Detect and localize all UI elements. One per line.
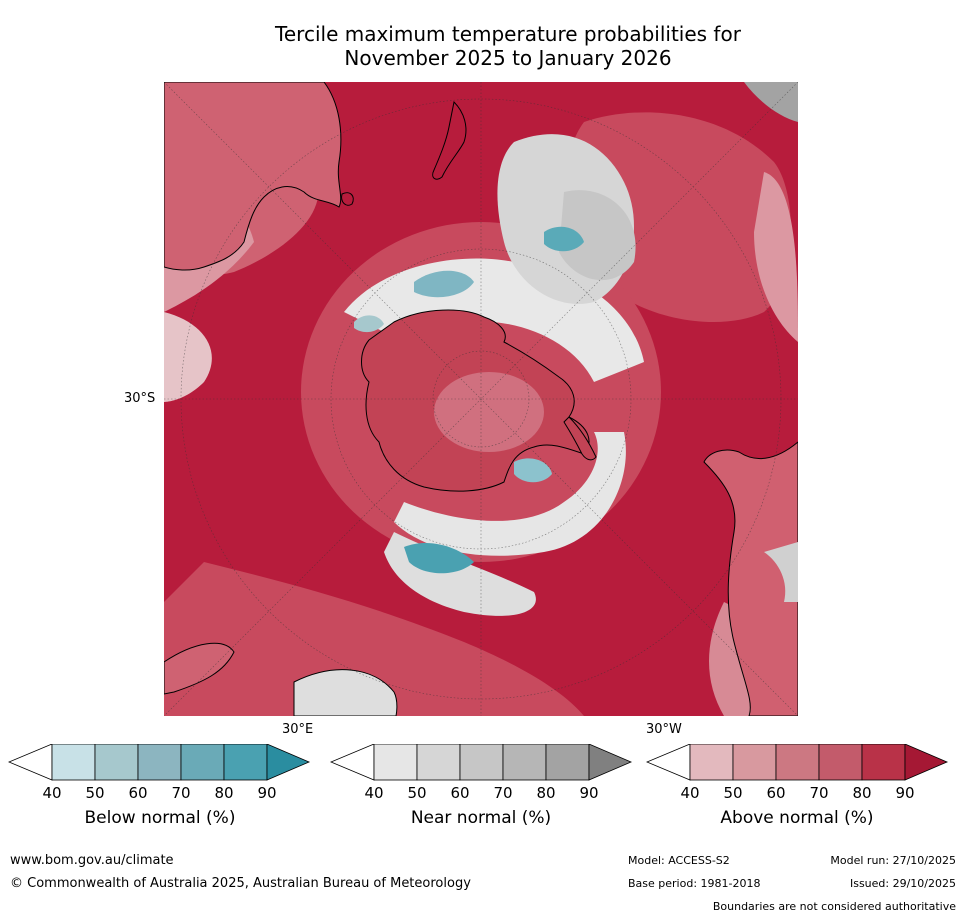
tick-label: 40 bbox=[680, 784, 700, 802]
legend-label-above-normal: Above normal (%) bbox=[720, 808, 874, 828]
tick-label: 40 bbox=[42, 784, 62, 802]
legend-label-near-normal: Near normal (%) bbox=[410, 808, 552, 828]
region-mid-red-s bbox=[164, 562, 584, 716]
colorbar-extend-high bbox=[266, 744, 311, 781]
model-text: Model: ACCESS-S2 bbox=[628, 854, 730, 867]
colorbar-swatch bbox=[775, 744, 820, 781]
tick-label: 50 bbox=[723, 784, 743, 802]
copyright-text: © Commonwealth of Australia 2025, Austra… bbox=[10, 876, 471, 891]
tick-label: 90 bbox=[895, 784, 915, 802]
tasmania bbox=[341, 192, 354, 206]
patch-below-normal-4 bbox=[514, 458, 552, 483]
colorbar-swatch bbox=[416, 744, 461, 781]
disclaimer-text: Boundaries are not considered authoritat… bbox=[712, 900, 956, 913]
colorbar-swatch bbox=[861, 744, 906, 781]
colorbar-swatch bbox=[818, 744, 863, 781]
patch-below-normal-1 bbox=[414, 270, 474, 298]
tick-label: 50 bbox=[407, 784, 427, 802]
lon-label-30w: 30°W bbox=[646, 722, 682, 737]
colorbar-extend-high bbox=[904, 744, 949, 781]
colorbar-swatch bbox=[502, 744, 547, 781]
title-line-1: Tercile maximum temperature probabilitie… bbox=[275, 22, 741, 46]
colorbar-above-normal bbox=[646, 744, 949, 781]
south-america-interior bbox=[764, 542, 798, 602]
colorbar-extend-high bbox=[588, 744, 633, 781]
africa-tip bbox=[164, 642, 235, 695]
tick-label: 80 bbox=[852, 784, 872, 802]
lat-label-30s: 30°S bbox=[124, 391, 156, 406]
tick-label: 60 bbox=[766, 784, 786, 802]
website-link[interactable]: www.bom.gov.au/climate bbox=[10, 853, 174, 868]
base-period-text: Base period: 1981-2018 bbox=[628, 877, 761, 890]
colorbar-swatch bbox=[689, 744, 734, 781]
tick-label: 70 bbox=[809, 784, 829, 802]
colorbar-extend-low bbox=[330, 744, 375, 781]
tick-label: 40 bbox=[364, 784, 384, 802]
colorbar-swatch bbox=[459, 744, 504, 781]
probability-map[interactable] bbox=[164, 82, 798, 716]
graticule bbox=[164, 82, 798, 716]
south-america bbox=[703, 441, 798, 716]
colorbar-swatch bbox=[137, 744, 182, 781]
region-light-red-e bbox=[754, 172, 798, 342]
antarctica-peninsula bbox=[563, 416, 597, 461]
colorbar-swatch bbox=[732, 744, 777, 781]
colorbar-extend-low bbox=[646, 744, 691, 781]
colorbar-swatch bbox=[373, 744, 418, 781]
colorbar-below-normal bbox=[8, 744, 311, 781]
tick-label: 70 bbox=[171, 784, 191, 802]
band-near-normal-south bbox=[394, 432, 626, 556]
tick-label: 90 bbox=[579, 784, 599, 802]
region-light-red-w bbox=[164, 312, 212, 402]
tick-label: 60 bbox=[128, 784, 148, 802]
tick-label: 60 bbox=[450, 784, 470, 802]
australia bbox=[164, 82, 342, 271]
southern-africa bbox=[293, 669, 398, 716]
issued-text: Issued: 29/10/2025 bbox=[849, 877, 956, 890]
patch-below-normal-2 bbox=[544, 226, 584, 252]
map-title: Tercile maximum temperature probabilitie… bbox=[200, 22, 816, 70]
legend-label-below-normal: Below normal (%) bbox=[84, 808, 236, 828]
new-zealand bbox=[432, 100, 467, 180]
tick-label: 80 bbox=[536, 784, 556, 802]
colorbar-swatch bbox=[223, 744, 268, 781]
tick-label: 50 bbox=[85, 784, 105, 802]
model-run-text: Model run: 27/10/2025 bbox=[830, 854, 956, 867]
colorbar-swatch bbox=[51, 744, 96, 781]
colorbar-swatch bbox=[545, 744, 590, 781]
patch-below-normal-3 bbox=[404, 542, 474, 574]
colorbar-swatch bbox=[180, 744, 225, 781]
lon-label-30e: 30°E bbox=[282, 722, 314, 737]
map-canvas bbox=[164, 82, 798, 716]
tick-label: 70 bbox=[493, 784, 513, 802]
tick-label: 80 bbox=[214, 784, 234, 802]
tick-label: 90 bbox=[257, 784, 277, 802]
patch-below-normal-5 bbox=[354, 315, 384, 333]
colorbar-near-normal bbox=[330, 744, 633, 781]
colorbar-swatch bbox=[94, 744, 139, 781]
region-grey-ne-corner bbox=[744, 82, 798, 122]
antarctica-interior-light bbox=[434, 372, 544, 452]
title-line-2: November 2025 to January 2026 bbox=[344, 46, 672, 70]
region-near-normal-ne2 bbox=[559, 190, 636, 281]
colorbar-extend-low bbox=[8, 744, 53, 781]
